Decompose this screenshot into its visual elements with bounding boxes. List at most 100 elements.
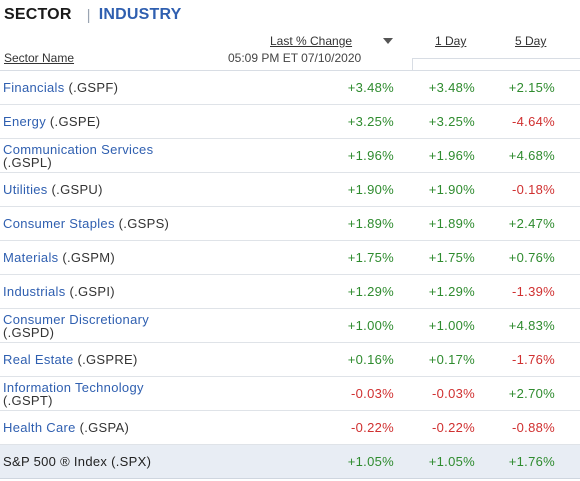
- sector-name: Communication Services: [3, 141, 154, 157]
- one-day-value: +3.25%: [428, 114, 475, 129]
- sort-descending-icon[interactable]: [383, 38, 393, 44]
- sector-ticker: (.GSPE): [49, 114, 101, 129]
- sector-name-cell: Information Technology (.GSPT): [3, 377, 233, 410]
- header-divider: [0, 70, 580, 71]
- sector-name-cell: Industrials (.GSPI): [3, 275, 233, 308]
- tab-industry[interactable]: INDUSTRY: [98, 6, 182, 23]
- sector-name-cell: Utilities (.GSPU): [3, 173, 233, 206]
- sector-name-cell: S&P 500 ® Index (.SPX): [3, 445, 233, 478]
- total-row: S&P 500 ® Index (.SPX) +1.05% +1.05% +1.…: [0, 445, 580, 479]
- one-day-value: +1.96%: [428, 148, 475, 163]
- tab-separator: |: [86, 6, 91, 24]
- five-day-value: -0.18%: [512, 182, 555, 197]
- sector-link[interactable]: Consumer Staples (.GSPS): [3, 217, 169, 230]
- header-divider: [412, 58, 580, 59]
- table-row: Financials (.GSPF) +3.48% +3.48% +2.15%: [0, 71, 580, 105]
- one-day-value: +3.48%: [428, 80, 475, 95]
- table-row: Materials (.GSPM) +1.75% +1.75% +0.76%: [0, 241, 580, 275]
- table-row: Health Care (.GSPA) -0.22% -0.22% -0.88%: [0, 411, 580, 445]
- sector-name: Financials: [3, 80, 65, 95]
- table-row: Consumer Staples (.GSPS) +1.89% +1.89% +…: [0, 207, 580, 241]
- one-day-value: +1.00%: [428, 318, 475, 333]
- sector-table: Financials (.GSPF) +3.48% +3.48% +2.15% …: [0, 71, 580, 479]
- last-change-value: -0.03%: [351, 386, 394, 401]
- table-row: Communication Services (.GSPL) +1.96% +1…: [0, 139, 580, 173]
- sector-name: S&P 500 ® Index: [3, 454, 108, 469]
- column-header-sector-name[interactable]: Sector Name: [4, 51, 75, 65]
- sector-name: Industrials: [3, 284, 66, 299]
- one-day-value: -0.22%: [432, 420, 475, 435]
- last-change-value: -0.22%: [351, 420, 394, 435]
- last-change-value: +1.00%: [347, 318, 394, 333]
- sector-link[interactable]: Information Technology (.GSPT): [3, 381, 144, 407]
- sector-ticker: (.GSPS): [118, 216, 170, 231]
- column-header-1-day[interactable]: 1 Day: [435, 34, 467, 48]
- five-day-value: +1.76%: [508, 454, 555, 469]
- sector-name: Utilities: [3, 182, 48, 197]
- sector-name: Materials: [3, 250, 59, 265]
- sector-link[interactable]: S&P 500 ® Index (.SPX): [3, 455, 151, 468]
- sector-ticker: (.GSPT): [3, 392, 53, 408]
- sector-link[interactable]: Energy (.GSPE): [3, 115, 100, 128]
- sector-link[interactable]: Real Estate (.GSPRE): [3, 353, 138, 366]
- five-day-value: -0.88%: [512, 420, 555, 435]
- sector-link[interactable]: Financials (.GSPF): [3, 81, 118, 94]
- sector-link[interactable]: Industrials (.GSPI): [3, 285, 115, 298]
- sector-ticker: (.SPX): [111, 454, 152, 469]
- one-day-value: +1.05%: [428, 454, 475, 469]
- five-day-value: +2.70%: [508, 386, 555, 401]
- header-divider: [412, 58, 413, 70]
- five-day-value: -4.64%: [512, 114, 555, 129]
- sector-name: Energy: [3, 114, 46, 129]
- timestamp: 05:09 PM ET 07/10/2020: [228, 51, 362, 65]
- last-change-value: +0.16%: [347, 352, 394, 367]
- sector-name-cell: Materials (.GSPM): [3, 241, 233, 274]
- sector-link[interactable]: Health Care (.GSPA): [3, 421, 129, 434]
- last-change-value: +1.89%: [347, 216, 394, 231]
- table-row: Information Technology (.GSPT) -0.03% -0…: [0, 377, 580, 411]
- five-day-value: +4.83%: [508, 318, 555, 333]
- column-header-5-day[interactable]: 5 Day: [515, 34, 547, 48]
- table-row: Utilities (.GSPU) +1.90% +1.90% -0.18%: [0, 173, 580, 207]
- table-row: Industrials (.GSPI) +1.29% +1.29% -1.39%: [0, 275, 580, 309]
- sector-link[interactable]: Materials (.GSPM): [3, 251, 115, 264]
- sector-link[interactable]: Communication Services (.GSPL): [3, 143, 153, 169]
- last-change-value: +1.75%: [347, 250, 394, 265]
- sector-name-cell: Energy (.GSPE): [3, 105, 233, 138]
- sector-link[interactable]: Utilities (.GSPU): [3, 183, 103, 196]
- sector-link[interactable]: Consumer Discretionary (.GSPD): [3, 313, 149, 339]
- sector-ticker: (.GSPL): [3, 154, 53, 170]
- sector-ticker: (.GSPA): [79, 420, 130, 435]
- sector-ticker: (.GSPI): [69, 284, 115, 299]
- last-change-value: +3.25%: [347, 114, 394, 129]
- one-day-value: -0.03%: [432, 386, 475, 401]
- last-change-value: +1.96%: [347, 148, 394, 163]
- sector-name: Consumer Staples: [3, 216, 115, 231]
- sector-ticker: (.GSPD): [3, 324, 55, 340]
- sector-ticker: (.GSPF): [68, 80, 119, 95]
- tab-sector[interactable]: SECTOR: [4, 6, 72, 23]
- sector-name-cell: Real Estate (.GSPRE): [3, 343, 233, 376]
- column-header-last-change[interactable]: Last % Change: [270, 34, 353, 48]
- sector-name: Health Care: [3, 420, 76, 435]
- five-day-value: +2.15%: [508, 80, 555, 95]
- sector-ticker: (.GSPM): [62, 250, 116, 265]
- tab-bar: SECTOR | INDUSTRY: [4, 5, 182, 25]
- one-day-value: +1.75%: [428, 250, 475, 265]
- table-row: Consumer Discretionary (.GSPD) +1.00% +1…: [0, 309, 580, 343]
- five-day-value: +0.76%: [508, 250, 555, 265]
- table-row: Real Estate (.GSPRE) +0.16% +0.17% -1.76…: [0, 343, 580, 377]
- sector-name-cell: Consumer Discretionary (.GSPD): [3, 309, 233, 342]
- five-day-value: +4.68%: [508, 148, 555, 163]
- sector-ticker: (.GSPU): [51, 182, 103, 197]
- five-day-value: +2.47%: [508, 216, 555, 231]
- last-change-value: +3.48%: [347, 80, 394, 95]
- sector-name-cell: Health Care (.GSPA): [3, 411, 233, 444]
- last-change-value: +1.05%: [347, 454, 394, 469]
- one-day-value: +1.29%: [428, 284, 475, 299]
- sector-name-cell: Consumer Staples (.GSPS): [3, 207, 233, 240]
- table-row: Energy (.GSPE) +3.25% +3.25% -4.64%: [0, 105, 580, 139]
- one-day-value: +1.89%: [428, 216, 475, 231]
- sector-name: Information Technology: [3, 379, 144, 395]
- last-change-value: +1.90%: [347, 182, 394, 197]
